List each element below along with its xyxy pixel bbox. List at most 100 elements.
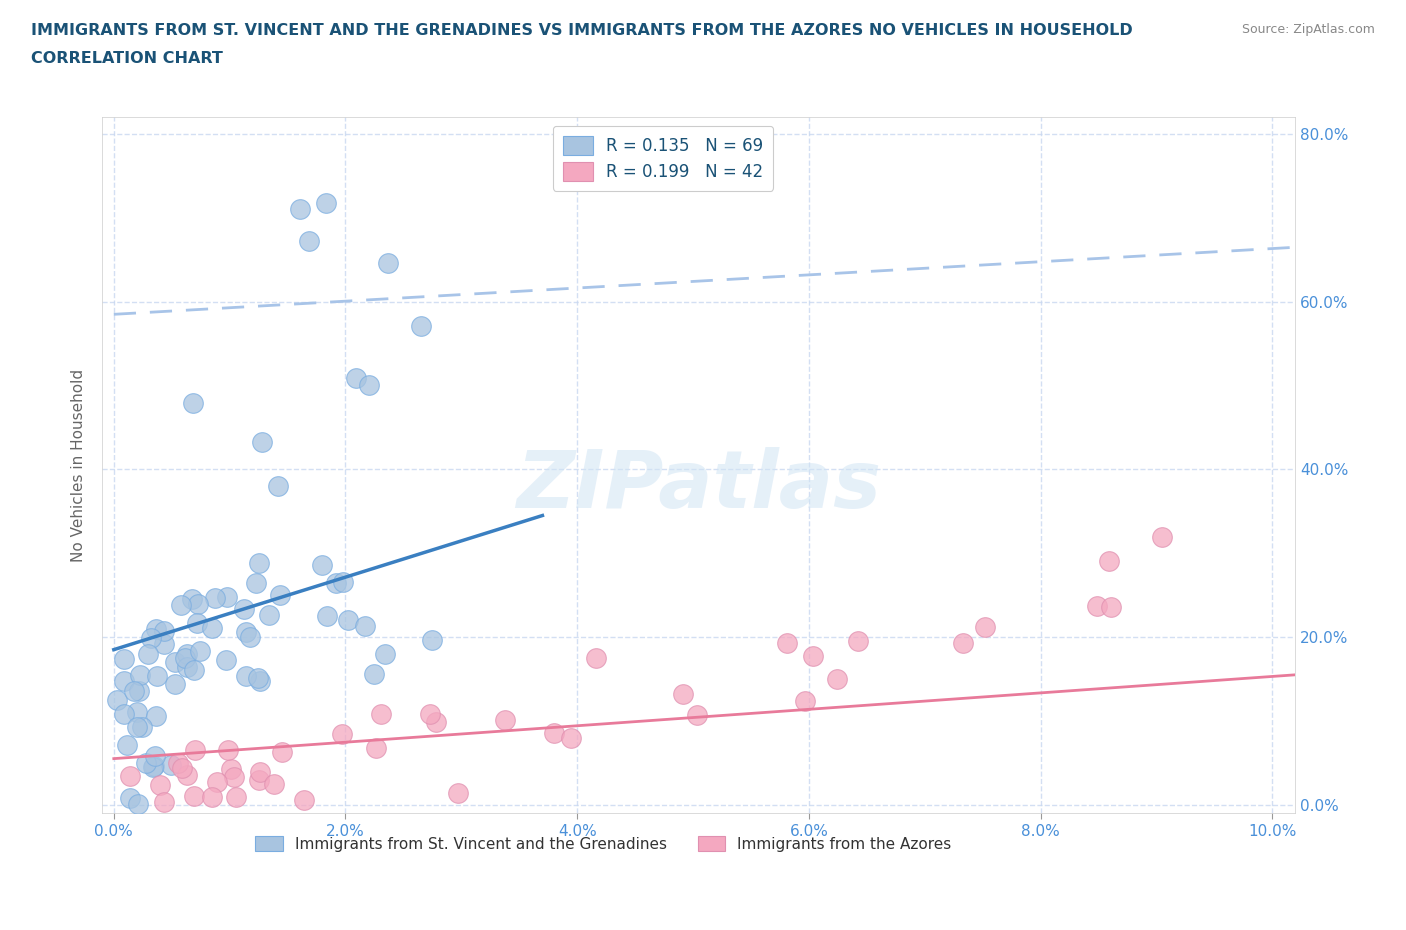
Point — [246, 671, 269, 686]
Point — [411, 319, 433, 334]
Point — [187, 596, 209, 611]
Point — [298, 234, 321, 249]
Point — [311, 557, 333, 572]
Point — [316, 609, 339, 624]
Point — [1099, 599, 1122, 614]
Point — [115, 737, 138, 752]
Text: ZIPatlas: ZIPatlas — [516, 447, 882, 525]
Point — [325, 576, 347, 591]
Point — [215, 589, 238, 604]
Point — [294, 792, 316, 807]
Point — [176, 659, 198, 674]
Point — [170, 597, 193, 612]
Point — [122, 684, 145, 698]
Point — [245, 576, 267, 591]
Point — [250, 435, 273, 450]
Point — [672, 687, 695, 702]
Point — [235, 624, 257, 639]
Point — [560, 730, 582, 745]
Point — [247, 772, 270, 787]
Point — [143, 759, 166, 774]
Point — [112, 674, 135, 689]
Point — [183, 789, 205, 804]
Point — [114, 651, 136, 666]
Point — [170, 760, 193, 775]
Point — [125, 720, 148, 735]
Point — [105, 693, 128, 708]
Point — [332, 574, 354, 589]
Point — [118, 768, 141, 783]
Point — [354, 618, 377, 633]
Y-axis label: No Vehicles in Household: No Vehicles in Household — [72, 368, 86, 562]
Point — [136, 646, 159, 661]
Point — [543, 726, 565, 741]
Point — [686, 708, 709, 723]
Point — [235, 669, 257, 684]
Point — [217, 742, 239, 757]
Point — [201, 790, 224, 804]
Point — [370, 707, 392, 722]
Point — [145, 668, 167, 683]
Point — [159, 757, 181, 772]
Point — [846, 633, 869, 648]
Point — [167, 755, 190, 770]
Point — [422, 632, 444, 647]
Point — [247, 555, 270, 570]
Point — [1085, 598, 1108, 613]
Point — [359, 378, 381, 392]
Point — [128, 684, 150, 698]
Legend: Immigrants from St. Vincent and the Grenadines, Immigrants from the Azores: Immigrants from St. Vincent and the Gren… — [249, 830, 957, 857]
Point — [801, 649, 824, 664]
Point — [125, 704, 148, 719]
Point — [205, 775, 228, 790]
Point — [249, 673, 271, 688]
Point — [239, 630, 262, 644]
Point — [131, 720, 153, 735]
Point — [269, 587, 291, 602]
Point — [165, 655, 187, 670]
Point — [364, 740, 387, 755]
Point — [315, 195, 337, 210]
Point — [585, 651, 607, 666]
Point — [215, 653, 238, 668]
Point — [225, 790, 247, 804]
Point — [120, 790, 142, 805]
Point — [142, 760, 165, 775]
Point — [149, 777, 172, 792]
Point — [219, 762, 242, 777]
Point — [184, 743, 207, 758]
Point — [112, 706, 135, 721]
Point — [1098, 554, 1121, 569]
Point — [165, 676, 187, 691]
Point — [152, 624, 174, 639]
Point — [419, 707, 441, 722]
Point — [181, 396, 204, 411]
Point — [135, 755, 157, 770]
Text: CORRELATION CHART: CORRELATION CHART — [31, 51, 222, 66]
Point — [188, 644, 211, 659]
Point — [263, 777, 285, 791]
Point — [494, 712, 516, 727]
Point — [973, 619, 995, 634]
Point — [344, 370, 367, 385]
Point — [270, 745, 292, 760]
Point — [336, 612, 359, 627]
Point — [363, 667, 385, 682]
Point — [425, 715, 447, 730]
Point — [153, 637, 176, 652]
Point — [180, 591, 202, 606]
Point — [201, 621, 224, 636]
Point — [153, 794, 176, 809]
Point — [267, 479, 290, 494]
Point — [825, 671, 848, 686]
Point — [952, 635, 974, 650]
Text: IMMIGRANTS FROM ST. VINCENT AND THE GRENADINES VS IMMIGRANTS FROM THE AZORES NO : IMMIGRANTS FROM ST. VINCENT AND THE GREN… — [31, 23, 1133, 38]
Point — [176, 767, 198, 782]
Point — [232, 602, 254, 617]
Point — [204, 591, 226, 605]
Point — [141, 631, 163, 645]
Point — [222, 770, 245, 785]
Point — [259, 607, 281, 622]
Point — [332, 726, 354, 741]
Point — [173, 650, 195, 665]
